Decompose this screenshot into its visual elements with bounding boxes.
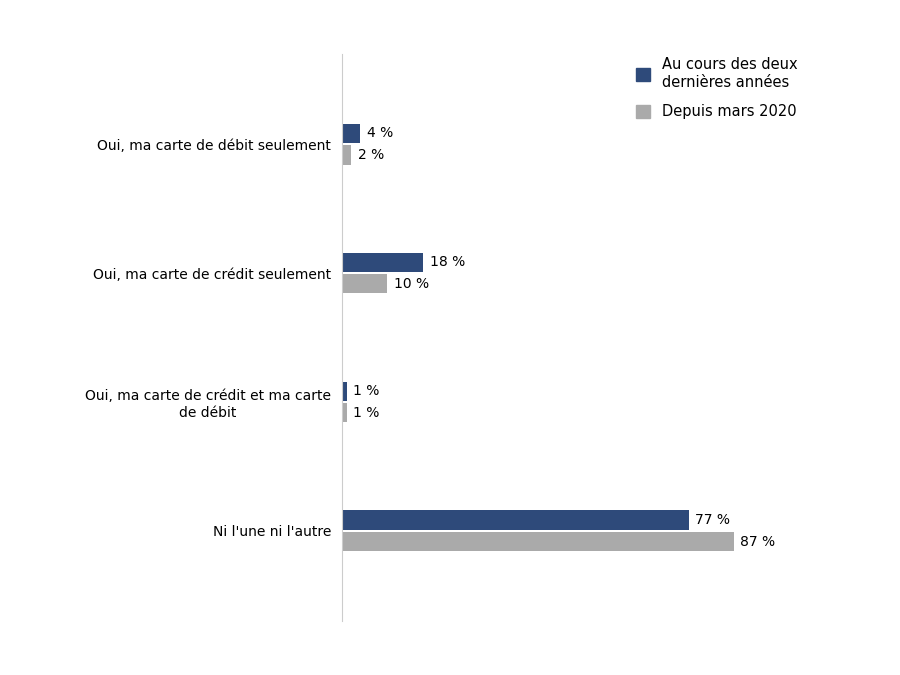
Text: 1 %: 1 % [353,406,380,420]
Text: 4 %: 4 % [367,126,393,140]
Text: 18 %: 18 % [430,255,465,269]
Text: 77 %: 77 % [695,513,730,527]
Bar [342,145,351,165]
Text: 10 %: 10 % [394,277,429,291]
Text: 1 %: 1 % [353,384,380,398]
Bar [342,381,346,401]
Text: 2 %: 2 % [358,148,384,162]
Bar [342,510,688,530]
Text: 87 %: 87 % [740,535,776,549]
Bar [342,252,423,272]
Bar [342,403,346,423]
Bar [342,274,387,294]
Bar [342,532,734,551]
Legend: Au cours des deux
dernières années, Depuis mars 2020: Au cours des deux dernières années, Depu… [628,50,805,126]
Bar [342,124,360,143]
